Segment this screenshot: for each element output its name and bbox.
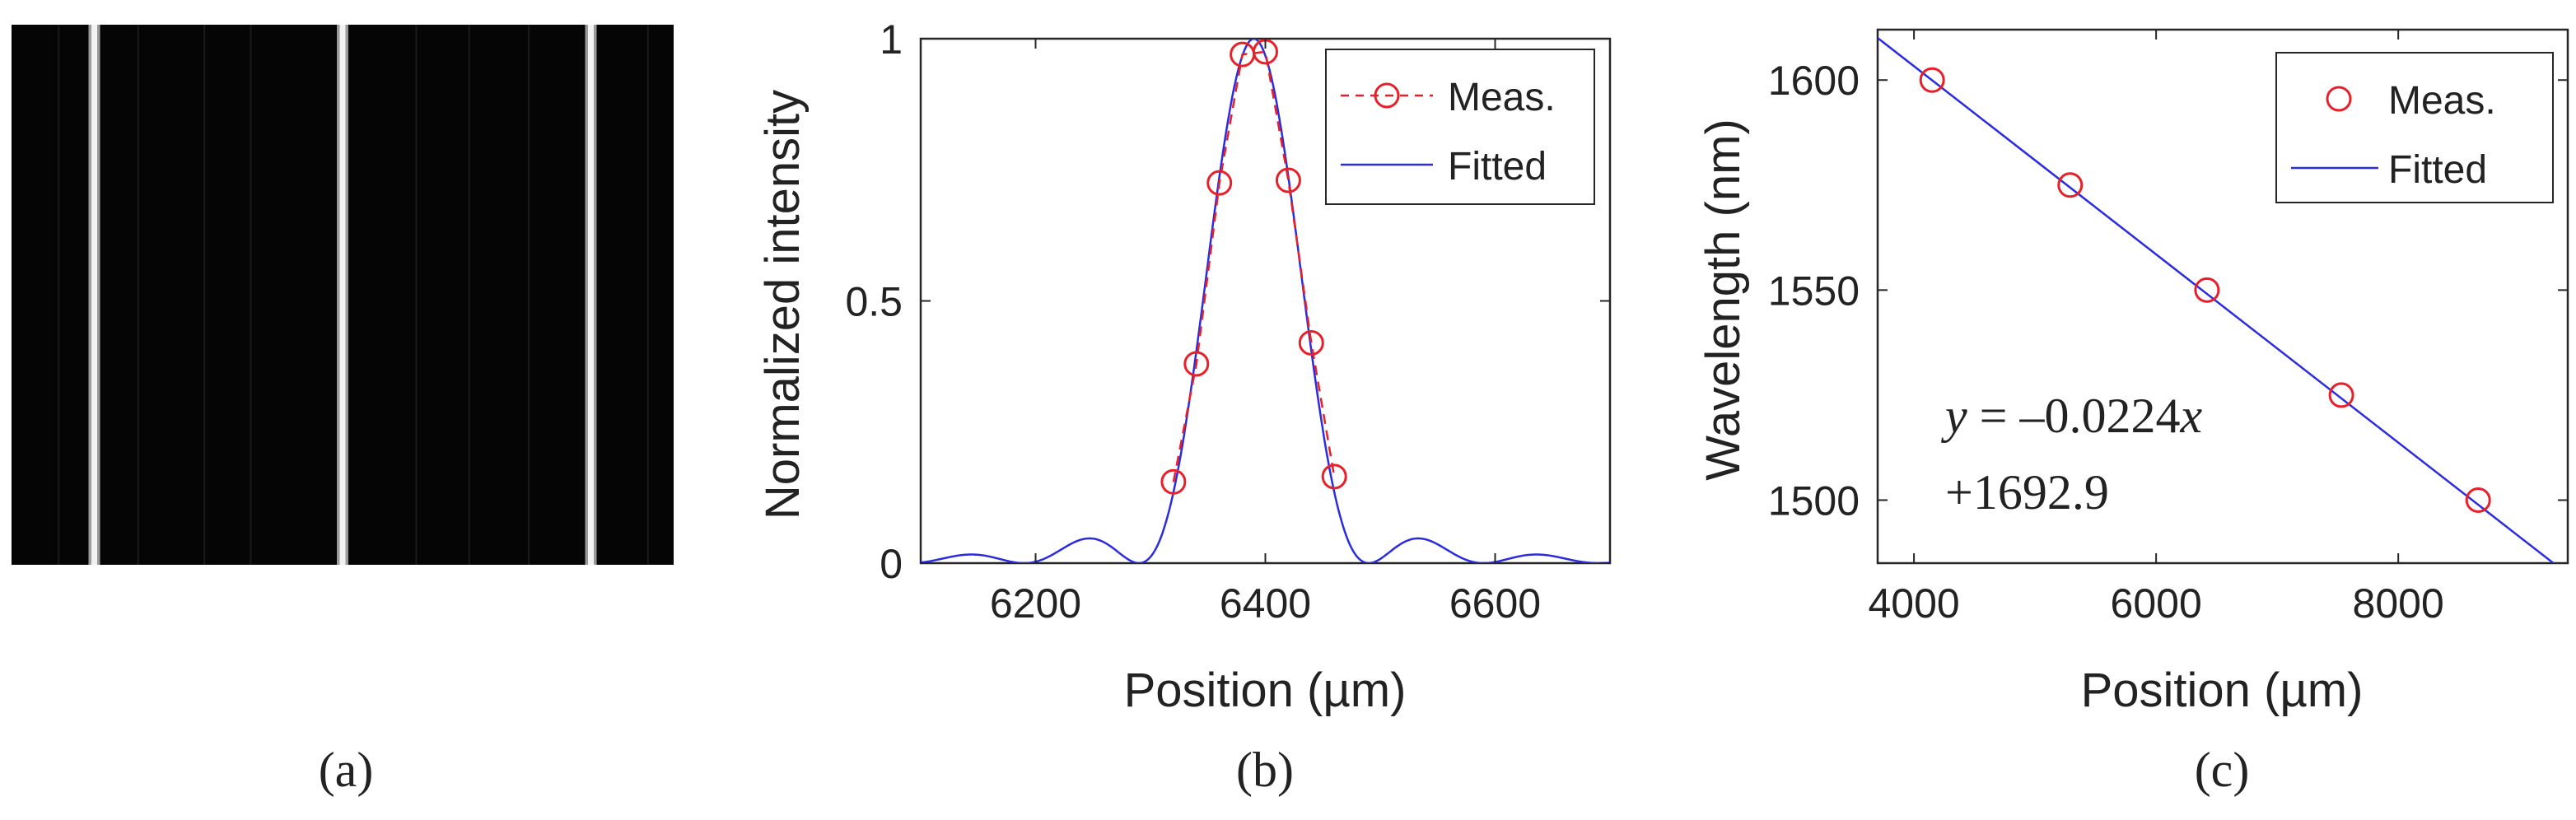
x-axis-label-b: Position (µm) [1124, 664, 1407, 717]
y-tick-label-b: 1 [880, 16, 903, 63]
y-tick-label-c: 1600 [1768, 58, 1860, 104]
equation-slope: = –0.0224 [1967, 389, 2181, 443]
measured-point-c [2465, 487, 2491, 513]
panel-label-c: (c) [2195, 743, 2250, 797]
legend-box-b [1325, 49, 1595, 205]
y-ticks-b: 00.51 [845, 16, 1610, 587]
measured-point-c [1919, 67, 1945, 93]
x-tick-label-c: 8000 [2353, 580, 2444, 627]
fitted-line-path-c [1878, 37, 2555, 563]
legend-meas-label-c: Meas. [2388, 79, 2496, 123]
measured-point-b [1321, 464, 1347, 490]
y-tick-label-c: 1550 [1768, 268, 1860, 314]
measured-point-b [1160, 468, 1187, 495]
measured-point-c [2328, 382, 2354, 408]
x-tick-label-c: 4000 [1868, 580, 1959, 627]
measured-point-b [1275, 167, 1301, 193]
legend-meas-marker-c [2326, 86, 2352, 112]
fitted-line-c [1878, 37, 2555, 563]
measured-point-b [1206, 170, 1233, 196]
equation-x-var: x [2179, 389, 2202, 443]
x-ticks-c: 4000 6000 8000 [1868, 30, 2444, 627]
legend-meas-marker-b [1374, 82, 1400, 109]
legend-c: Meas. Fitted [2275, 52, 2554, 203]
faint-streak [415, 25, 418, 565]
x-tick-label-b: 6600 [1449, 580, 1541, 627]
faint-streak [646, 25, 649, 565]
x-tick-label-b: 6400 [1220, 580, 1311, 627]
faint-streak [528, 25, 530, 565]
legend-meas-label-b: Meas. [1448, 76, 1556, 119]
legend-fit-label-c: Fitted [2388, 148, 2487, 192]
x-ticks-b: 6200 6400 6600 [990, 39, 1541, 627]
measured-point-c [2194, 277, 2220, 303]
measured-point-b [1298, 329, 1324, 356]
legend-b: Meas. Fitted [1325, 49, 1595, 205]
y-axis-label-c: Wavelength (nm) [1696, 119, 1750, 480]
faint-streak [137, 25, 139, 565]
fit-equation-line1: y = –0.0224x [1940, 389, 2202, 443]
y-axis-label-b: Normalized intensity [756, 90, 810, 519]
faint-streak [250, 25, 252, 565]
y-tick-label-b: 0 [880, 541, 903, 587]
faint-streak [58, 25, 60, 565]
bright-stripe [339, 25, 346, 565]
faint-streak [468, 25, 470, 565]
equation-y-var: y [1940, 389, 1967, 443]
y-ticks-c: 1500 1550 1600 [1768, 58, 2568, 524]
measured-point-b [1183, 351, 1210, 377]
bright-stripe [588, 25, 594, 565]
panel-label-b: (b) [1236, 743, 1294, 797]
y-tick-label-c: 1500 [1768, 478, 1860, 524]
camera-stripes [58, 25, 649, 565]
measured-point-c [2057, 172, 2084, 198]
fit-equation-line2: +1692.9 [1945, 465, 2109, 519]
measured-series-b [1160, 39, 1347, 495]
bright-stripe [91, 25, 97, 565]
panel-label-a: (a) [319, 743, 374, 797]
panel-b: 6200 6400 6600 00.51 Position (µm) Normali… [756, 16, 1612, 797]
measured-series-c [1919, 67, 2491, 513]
x-tick-label-c: 6000 [2111, 580, 2202, 627]
panel-a: (a) [12, 25, 674, 797]
y-tick-label-b: 0.5 [845, 279, 903, 325]
faint-streak [203, 25, 206, 565]
legend-fit-label-b: Fitted [1448, 145, 1547, 189]
x-axis-label-c: Position (µm) [2081, 664, 2364, 717]
x-tick-label-b: 6200 [990, 580, 1081, 627]
legend-box-c [2275, 52, 2554, 203]
